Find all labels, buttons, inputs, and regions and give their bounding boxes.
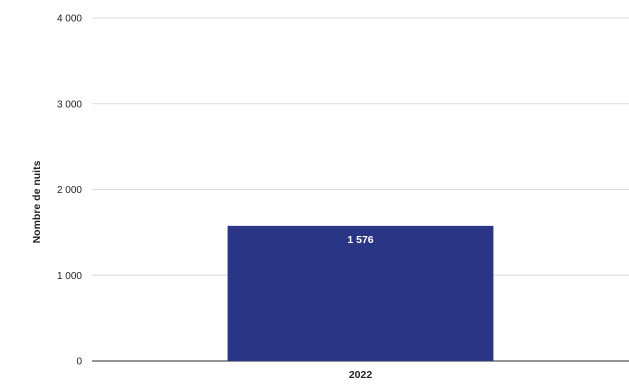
y-tick-label: 1 000 — [57, 271, 82, 282]
y-tick-label: 2 000 — [57, 185, 82, 196]
y-tick-label: 0 — [76, 357, 82, 368]
y-tick-label: 4 000 — [57, 14, 82, 25]
y-axis-ticks: 0 1 000 2 000 3 000 4 000 — [57, 14, 82, 368]
x-tick-label: 2022 — [349, 369, 373, 381]
y-tick-label: 3 000 — [57, 99, 82, 110]
bars: 1 576 — [227, 225, 494, 361]
bar-data-label: 1 576 — [347, 234, 373, 246]
bar — [227, 225, 494, 361]
y-axis-label: Nombre de nuits — [31, 160, 43, 243]
x-axis-ticks: 2022 — [349, 369, 373, 381]
